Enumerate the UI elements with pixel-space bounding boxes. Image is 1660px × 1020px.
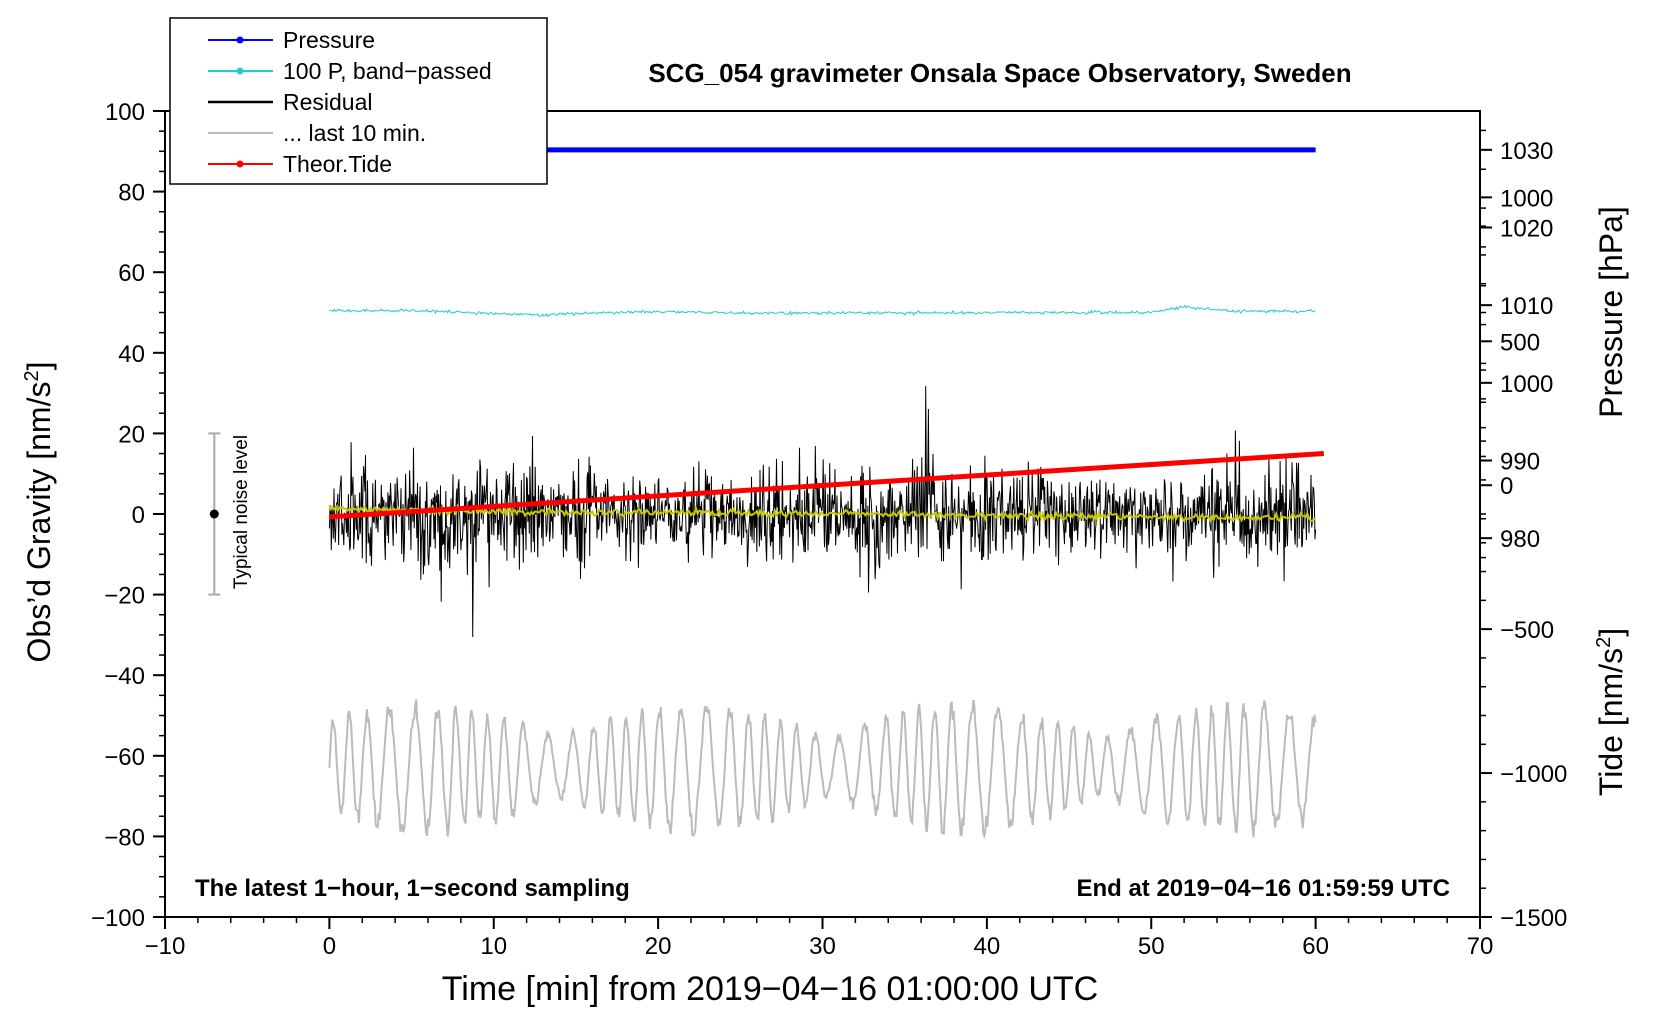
last-10-min-line (328, 699, 1317, 840)
pressure-tick-label: 980 (1500, 526, 1540, 553)
y-axis-label-tide-sup: 2 (1593, 637, 1615, 648)
y-tick-label: 20 (118, 421, 145, 448)
tide-tick-label: −1000 (1500, 761, 1567, 788)
x-axis-label: Time [min] from 2019−04−16 01:00:00 UTC (442, 970, 1098, 1008)
tide-tick-label: −500 (1500, 617, 1554, 644)
annotation-end-time: End at 2019−04−16 01:59:59 UTC (1076, 875, 1450, 902)
y-tick-label: 60 (118, 260, 145, 287)
legend-label: Residual (283, 89, 373, 115)
legend-label: ... last 10 min. (283, 120, 426, 146)
theoretical-tide-line (329, 451, 1325, 520)
y-tick-label: 0 (132, 502, 145, 529)
x-tick-label: 40 (974, 933, 1001, 960)
noise-bar-center (209, 509, 219, 519)
y-axis-label-pressure: Pressure [hPa] (1593, 206, 1629, 418)
legend-label: 100 P, band−passed (283, 58, 492, 84)
y-tick-label: −60 (104, 744, 145, 771)
y-axis-label-left-end: ] (21, 362, 57, 371)
annotation-sampling: The latest 1−hour, 1−second sampling (195, 875, 630, 902)
axes-layer: −10 0 10 20 30 40 50 60 70100806040200−20−40−60−… (91, 99, 1567, 960)
x-tick-label: 20 (645, 933, 672, 960)
y-tick-label: −20 (104, 583, 145, 610)
pressure-tick-label: 1030 (1500, 138, 1553, 165)
x-tick-label: 70 (1467, 933, 1494, 960)
residual-line (328, 386, 1317, 638)
residual-smoothed-line (328, 502, 1316, 524)
pressure-tick-label: 1020 (1500, 216, 1553, 243)
y-axis-label-left-sup: 2 (21, 370, 43, 381)
pressure-tick-label: 1000 (1500, 371, 1553, 398)
y-tick-label: −80 (104, 824, 145, 851)
y-tick-label: −100 (91, 905, 145, 932)
x-tick-label: 50 (1138, 933, 1165, 960)
legend-label: Theor.Tide (283, 151, 392, 177)
legend: Pressure 100 P, band−passed Residual ... la… (169, 17, 548, 185)
y-axis-label-left-main: Obs’d Gravity [nm/s (21, 382, 57, 663)
y-tick-label: 100 (105, 99, 145, 126)
y-axis-label-tide-end: ] (1593, 628, 1629, 637)
legend-marker (236, 160, 244, 168)
y-axis-label-tide-main: Tide [nm/s (1593, 648, 1629, 796)
y-tick-label: −40 (104, 663, 145, 690)
legend-marker (236, 36, 244, 44)
y-tick-label: 40 (118, 341, 145, 368)
noise-level-label: Typical noise level (231, 435, 252, 589)
pressure-tick-label: 1010 (1500, 293, 1553, 320)
y-tick-label: 80 (118, 180, 145, 207)
pressure-tick-label: 990 (1500, 449, 1540, 476)
series-layer (208, 147, 1325, 840)
tide-tick-label: 500 (1500, 329, 1540, 356)
tide-tick-label: 0 (1500, 473, 1513, 500)
tide-tick-label: −1500 (1500, 905, 1567, 932)
band-passed-pressure-line (329, 304, 1316, 318)
legend-marker (236, 67, 244, 75)
x-tick-label: 0 (323, 933, 336, 960)
x-tick-label: 10 (480, 933, 507, 960)
legend-label: Pressure (283, 27, 375, 53)
chart-title: SCG_054 gravimeter Onsala Space Observat… (648, 58, 1351, 88)
x-tick-label: 30 (809, 933, 836, 960)
x-tick-label: −10 (145, 933, 186, 960)
tide-tick-label: 1000 (1500, 185, 1553, 212)
y-axis-label-tide: Tide [nm/s2] (1593, 628, 1629, 796)
x-tick-label: 60 (1302, 933, 1329, 960)
y-axis-label-left: Obs’d Gravity [nm/s2] (21, 362, 57, 663)
